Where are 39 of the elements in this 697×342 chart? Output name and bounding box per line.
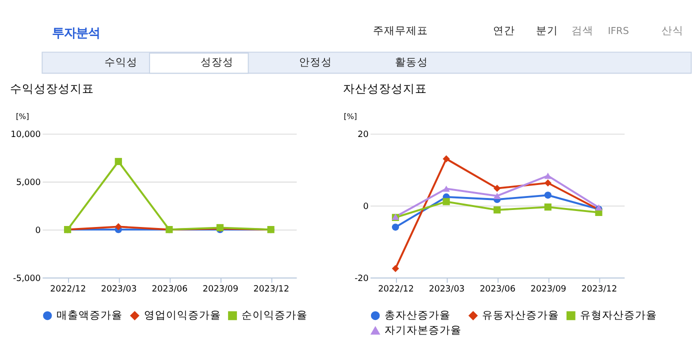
text: 투자분석 [52, 24, 100, 40]
chart-title: 수익성장성지표 [10, 81, 94, 96]
y-tick-label: 5,000 [16, 178, 41, 188]
x-tick-label: 2023/06 [152, 284, 188, 294]
y-axis-title: [%] [344, 112, 357, 121]
text: 산식 [662, 24, 684, 37]
text: 주재무제표 [372, 24, 428, 37]
x-tick-label: 2022/12 [378, 284, 414, 294]
text: 활동성 [395, 56, 428, 69]
y-tick-label: -5,000 [12, 274, 41, 284]
legend-label: 영업이익증가율 [144, 310, 221, 322]
x-tick-label: 2023/09 [202, 284, 238, 294]
chart-title: 자산성장성지표 [343, 81, 428, 96]
text: 안정성 [299, 56, 332, 69]
text: 검색 [571, 24, 594, 37]
legend-label: 유형자산증가율 [580, 310, 658, 322]
legend-label: 순이익증가율 [242, 310, 308, 322]
y-tick-label: 20 [358, 130, 369, 140]
x-tick-label: 2022/12 [50, 284, 86, 294]
x-tick-label: 2023/03 [100, 284, 137, 294]
legend-label: 총자산증가율 [384, 310, 450, 322]
text: IFRS [608, 26, 629, 37]
y-axis-title: [%] [16, 112, 30, 121]
y-tick-label: 10,000 [10, 130, 41, 140]
x-tick-label: 2023/06 [480, 284, 516, 294]
y-tick-label: 0 [35, 226, 41, 236]
text: 수익성 [104, 56, 138, 69]
legend-label: 매출액증가율 [56, 310, 123, 322]
text: 연간 [492, 24, 515, 37]
legend-label: 유동자산증가율 [482, 310, 560, 322]
x-tick-label: 2023/12 [581, 284, 618, 294]
x-tick-label: 2023/03 [428, 284, 465, 294]
text: 성장성 [200, 56, 234, 69]
text: 분기 [536, 24, 558, 37]
y-tick-label: 0 [363, 202, 369, 212]
y-tick-label: -20 [354, 274, 369, 284]
legend-label: 자기자본증가율 [384, 324, 462, 337]
x-tick-label: 2023/09 [530, 284, 566, 294]
x-tick-label: 2023/12 [253, 284, 290, 294]
